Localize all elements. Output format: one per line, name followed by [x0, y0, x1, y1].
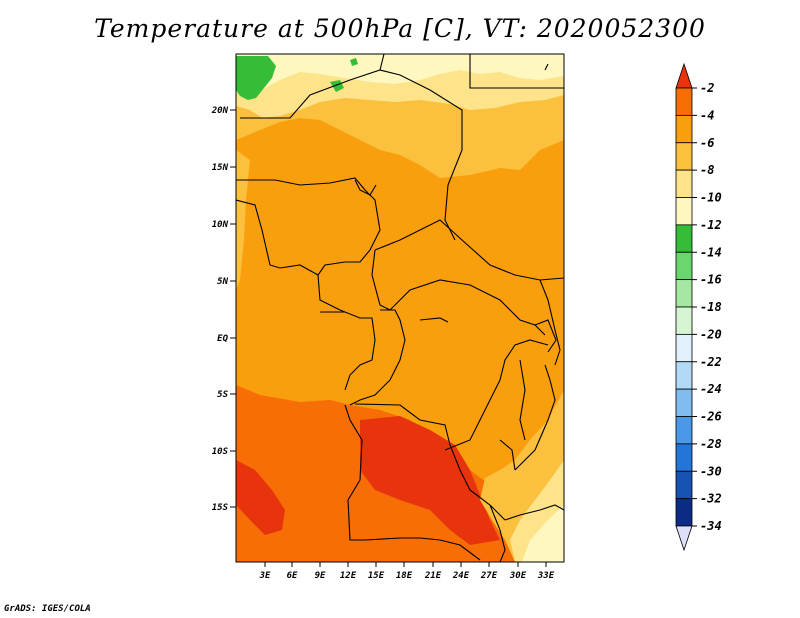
lat-label-10s: 10S [212, 447, 229, 457]
lon-label-18e: 18E [396, 571, 413, 581]
lat-label-15s: 15S [212, 503, 229, 513]
colorbar: -2 -4 -6 -8 -10 -12 -14 -16 -18 -20 -22 -24 -26 -28 -3… [675, 62, 722, 552]
colorbar-label: -32 [700, 492, 722, 506]
lat-label-5s: 5S [217, 390, 228, 400]
contour-southeast-palest [522, 505, 564, 562]
colorbar-swatch [675, 443, 693, 472]
lat-label-10n: 10N [212, 220, 229, 230]
country-borders [236, 54, 564, 562]
lon-labels: 3E 6E 9E 12E 15E 18E 21E 24E 27E 30E 33E [259, 571, 555, 581]
grads-credit: GrADS: IGES/COLA [4, 604, 91, 614]
contour-west-strip [236, 150, 250, 290]
colorbar-swatch [675, 306, 693, 335]
colorbar-swatch [675, 416, 693, 445]
colorbar-swatch [675, 114, 693, 144]
colorbar-swatch [675, 470, 693, 500]
colorbar-swatch [675, 87, 693, 116]
colorbar-label: -12 [700, 218, 722, 232]
colorbar-bottom-arrow [675, 525, 693, 552]
map-field [236, 54, 564, 562]
contour-south-hot [360, 416, 500, 545]
lat-ticks [230, 109, 236, 508]
contour-southwest-hot [236, 460, 285, 535]
lon-label-27e: 27E [480, 571, 498, 581]
lon-label-3e: 3E [259, 571, 271, 581]
lat-label-15n: 15N [212, 163, 229, 173]
colorbar-label: -14 [700, 245, 722, 259]
map-title: Temperature at 500hPa [C], VT: 202005230… [94, 14, 706, 43]
colorbar-swatch [675, 361, 693, 390]
colorbar-swatch [675, 498, 693, 527]
colorbar-swatch [675, 169, 693, 198]
colorbar-label: -10 [700, 191, 722, 205]
lon-label-24e: 24E [452, 571, 470, 581]
colorbar-swatch [675, 388, 693, 417]
lon-label-33e: 33E [537, 571, 555, 581]
colorbar-swatch [675, 333, 693, 363]
lon-label-9e: 9E [315, 571, 326, 581]
colorbar-label: -20 [700, 327, 722, 341]
lon-label-15e: 15E [368, 571, 385, 581]
colorbar-label: -6 [700, 136, 714, 150]
colorbar-label: -8 [700, 163, 714, 177]
colorbar-label: -34 [700, 519, 722, 533]
colorbar-label: -26 [700, 410, 722, 424]
lon-label-12e: 12E [340, 571, 357, 581]
colorbar-label: -4 [700, 108, 714, 122]
lat-label-5n: 5N [217, 277, 228, 287]
colorbar-label: -2 [700, 81, 714, 95]
colorbar-swatch [675, 197, 693, 226]
colorbar-label: -22 [700, 355, 722, 369]
map-frame [235, 53, 565, 563]
colorbar-swatch [675, 224, 693, 253]
lat-label-20n: 20N [211, 106, 229, 116]
colorbar-label: -28 [700, 437, 722, 451]
colorbar-label: -18 [700, 300, 722, 314]
colorbar-label: -30 [700, 464, 722, 478]
lat-labels: 20N 15N 10N 5N EQ 5S 10S 15S [211, 106, 229, 513]
contour-green-speck2 [350, 58, 358, 66]
colorbar-label: -16 [700, 273, 722, 287]
lon-label-30e: 30E [509, 571, 527, 581]
colorbar-swatch [675, 142, 693, 171]
colorbar-swatch [675, 279, 693, 308]
colorbar-swatch [675, 251, 693, 281]
lon-label-6e: 6E [287, 571, 298, 581]
lat-label-eq: EQ [217, 334, 228, 344]
colorbar-label: -24 [700, 382, 722, 396]
lon-ticks [264, 562, 547, 567]
lon-label-21e: 21E [424, 571, 442, 581]
colorbar-top-arrow [675, 62, 693, 89]
contour-green-patch [236, 56, 276, 100]
